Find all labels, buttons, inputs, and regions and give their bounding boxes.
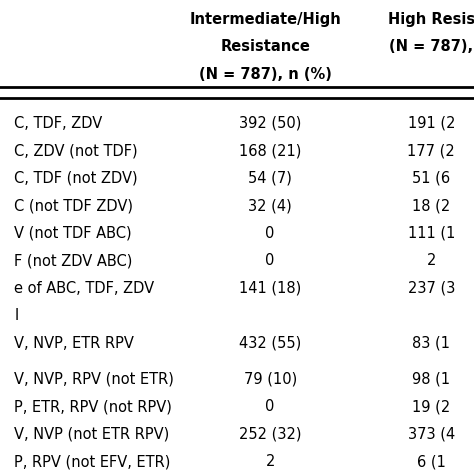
Text: 191 (2: 191 (2 [408,116,455,131]
Text: P, RPV (not EFV, ETR): P, RPV (not EFV, ETR) [14,454,171,469]
Text: 0: 0 [265,399,275,414]
Text: C, TDF (not ZDV): C, TDF (not ZDV) [14,171,138,186]
Text: 252 (32): 252 (32) [239,427,301,442]
Text: (N = 787), n (%): (N = 787), n (%) [199,67,332,82]
Text: 2: 2 [265,454,275,469]
Text: V (not TDF ABC): V (not TDF ABC) [14,226,132,241]
Text: 111 (1: 111 (1 [408,226,455,241]
Text: (N = 787),: (N = 787), [389,39,474,55]
Text: V, NVP (not ETR RPV): V, NVP (not ETR RPV) [14,427,170,442]
Text: 168 (21): 168 (21) [239,143,301,158]
Text: 83 (1: 83 (1 [412,336,450,351]
Text: C (not TDF ZDV): C (not TDF ZDV) [14,198,133,213]
Text: 18 (2: 18 (2 [412,198,450,213]
Text: 0: 0 [265,226,275,241]
Text: e of ABC, TDF, ZDV: e of ABC, TDF, ZDV [14,281,155,296]
Text: 373 (4: 373 (4 [408,427,455,442]
Text: 51 (6: 51 (6 [412,171,450,186]
Text: 19 (2: 19 (2 [412,399,450,414]
Text: 141 (18): 141 (18) [239,281,301,296]
Text: 177 (2: 177 (2 [408,143,455,158]
Text: Resistance: Resistance [220,39,310,55]
Text: 79 (10): 79 (10) [244,372,297,387]
Text: F (not ZDV ABC): F (not ZDV ABC) [14,253,133,268]
Text: 2: 2 [427,253,436,268]
Text: 432 (55): 432 (55) [239,336,301,351]
Text: V, NVP, ETR RPV: V, NVP, ETR RPV [14,336,134,351]
Text: 98 (1: 98 (1 [412,372,450,387]
Text: C, TDF, ZDV: C, TDF, ZDV [14,116,102,131]
Text: 0: 0 [265,253,275,268]
Text: I: I [14,308,18,323]
Text: 237 (3: 237 (3 [408,281,455,296]
Text: P, ETR, RPV (not RPV): P, ETR, RPV (not RPV) [14,399,172,414]
Text: V, NVP, RPV (not ETR): V, NVP, RPV (not ETR) [14,372,174,387]
Text: Intermediate/High: Intermediate/High [190,12,341,27]
Text: 392 (50): 392 (50) [239,116,301,131]
Text: High Resis: High Resis [388,12,474,27]
Text: 32 (4): 32 (4) [248,198,292,213]
Text: 6 (1: 6 (1 [417,454,446,469]
Text: 54 (7): 54 (7) [248,171,292,186]
Text: C, ZDV (not TDF): C, ZDV (not TDF) [14,143,138,158]
